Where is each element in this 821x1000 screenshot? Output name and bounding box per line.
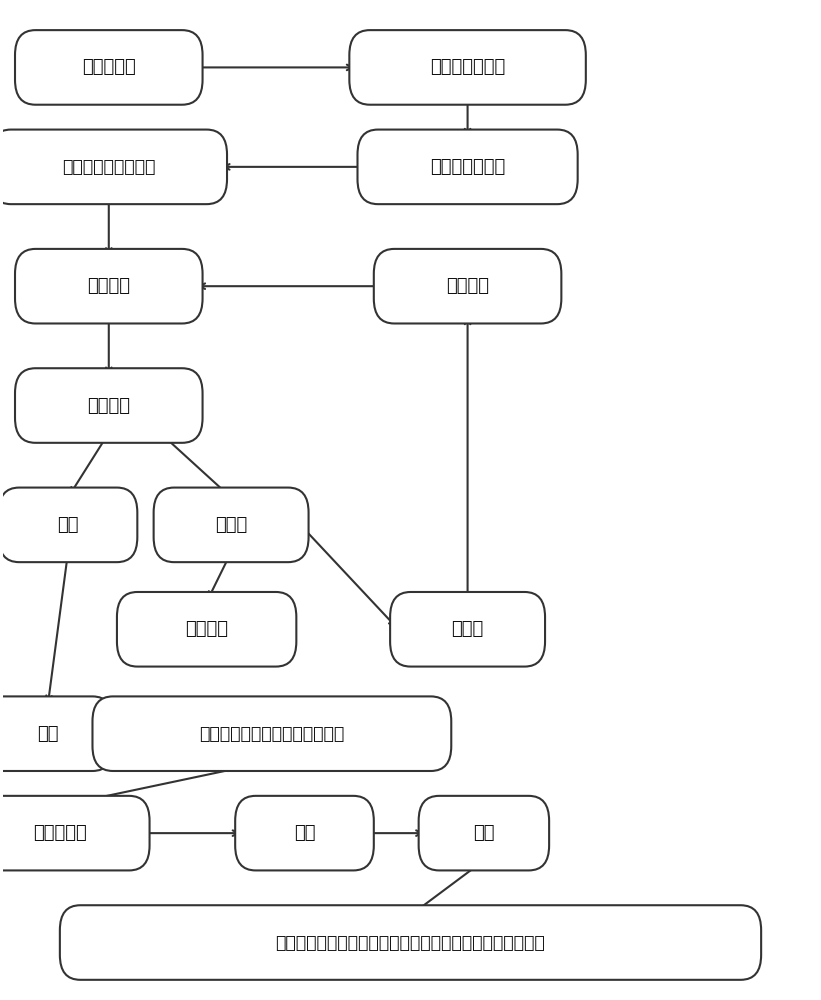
Text: 数据录入: 数据录入	[87, 277, 131, 295]
FancyBboxPatch shape	[0, 796, 149, 870]
Text: 合格: 合格	[57, 516, 79, 534]
FancyBboxPatch shape	[154, 488, 309, 562]
Text: 检定员完成自动签名（待核验）: 检定员完成自动签名（待核验）	[200, 725, 345, 743]
FancyBboxPatch shape	[93, 696, 452, 771]
FancyBboxPatch shape	[15, 30, 203, 105]
Text: 完成: 完成	[473, 824, 494, 842]
FancyBboxPatch shape	[60, 905, 761, 980]
Text: 进行调修: 进行调修	[446, 277, 489, 295]
FancyBboxPatch shape	[15, 249, 203, 323]
FancyBboxPatch shape	[357, 130, 578, 204]
Text: 可调修: 可调修	[452, 620, 484, 638]
FancyBboxPatch shape	[419, 796, 549, 870]
Text: 被检表信息录入: 被检表信息录入	[430, 58, 505, 76]
Text: 核验: 核验	[294, 824, 315, 842]
Text: 检定员登陆: 检定员登陆	[82, 58, 135, 76]
FancyBboxPatch shape	[350, 30, 586, 105]
Text: 核验员完成自动签名，完成原始记录，生成证书（待审批）: 核验员完成自动签名，完成原始记录，生成证书（待审批）	[276, 934, 545, 952]
Text: 完成: 完成	[37, 725, 58, 743]
Text: 自动判定: 自动判定	[87, 397, 131, 415]
FancyBboxPatch shape	[235, 796, 374, 870]
Text: 无数据原始记录生成: 无数据原始记录生成	[62, 158, 155, 176]
FancyBboxPatch shape	[390, 592, 545, 667]
FancyBboxPatch shape	[15, 368, 203, 443]
FancyBboxPatch shape	[0, 488, 137, 562]
FancyBboxPatch shape	[117, 592, 296, 667]
Text: 不可调修: 不可调修	[186, 620, 228, 638]
Text: 核验员登陆: 核验员登陆	[33, 824, 87, 842]
FancyBboxPatch shape	[374, 249, 562, 323]
Text: 标准器自动识别: 标准器自动识别	[430, 158, 505, 176]
FancyBboxPatch shape	[0, 130, 227, 204]
Text: 不合格: 不合格	[215, 516, 247, 534]
FancyBboxPatch shape	[0, 696, 112, 771]
